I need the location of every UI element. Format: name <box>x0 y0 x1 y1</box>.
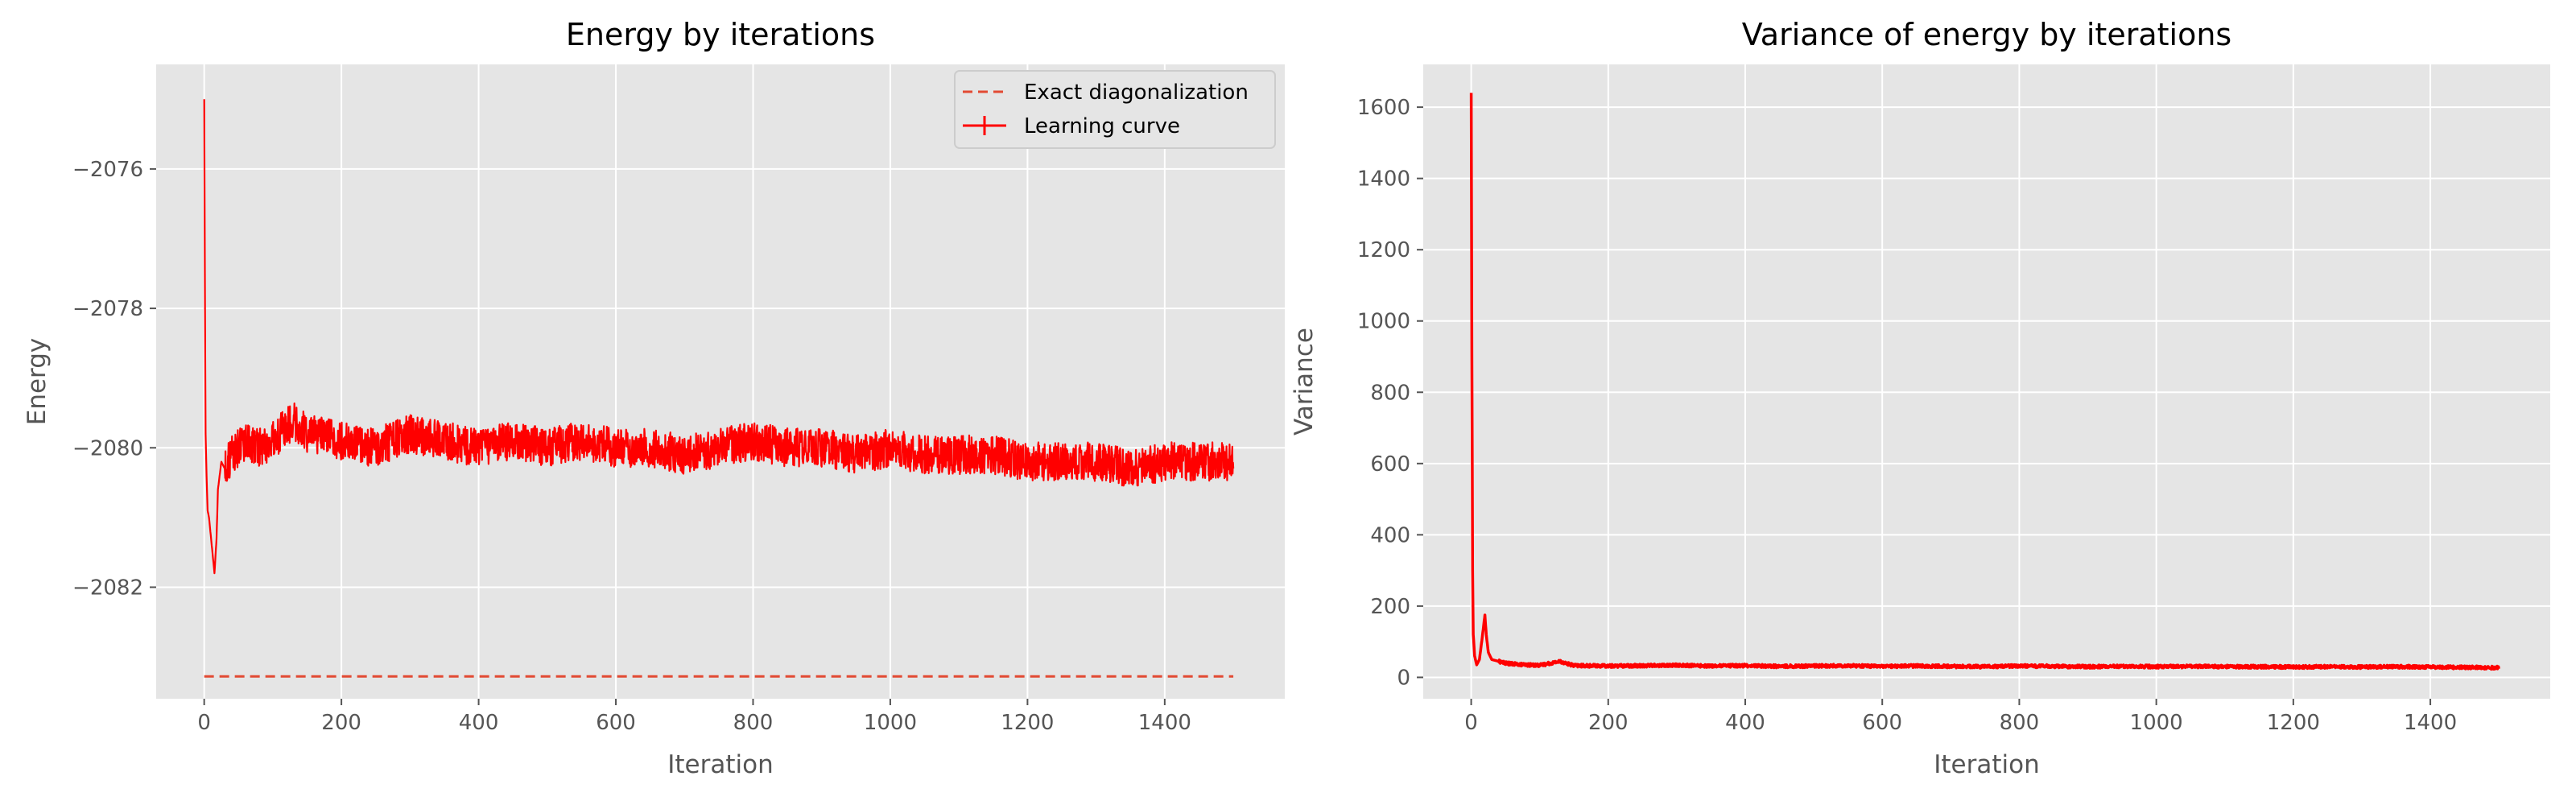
energy-xtick-label-1: 200 <box>321 711 361 735</box>
energy-xtick-label-7: 1400 <box>1138 711 1191 735</box>
energy-y-axis-label: Energy <box>23 338 52 426</box>
variance-ytick-label-6: 1200 <box>1357 238 1410 262</box>
variance-ytick-label-1: 200 <box>1370 595 1410 619</box>
variance-chart-title: Variance of energy by iterations <box>1742 17 2231 52</box>
energy-chart-title: Energy by iterations <box>566 17 875 52</box>
energy-xtick-label-2: 400 <box>459 711 499 735</box>
variance-chart: 0 200 400 600 800 1000 1200 1400 0 200 400 600 800 10… <box>1290 17 2550 779</box>
variance-plot-area <box>1423 64 2550 699</box>
variance-xtick-label-1: 200 <box>1588 711 1629 735</box>
energy-x-axis-label: Iteration <box>667 750 774 779</box>
variance-ytick-label-4: 800 <box>1370 381 1410 405</box>
variance-series-0-line <box>1469 93 2500 671</box>
energy-ytick-label-2: −2078 <box>72 297 143 321</box>
variance-ytick-label-2: 400 <box>1370 523 1410 547</box>
energy-xtick-label-4: 800 <box>733 711 774 735</box>
energy-xtick-label-0: 0 <box>197 711 211 735</box>
variance-ytick-label-8: 1600 <box>1357 96 1410 120</box>
variance-xtick-label-7: 1400 <box>2404 711 2457 735</box>
legend-box <box>954 70 1276 149</box>
variance-ytick-label-0: 0 <box>1397 666 1410 690</box>
energy-series-learning-curve-line <box>203 99 1235 575</box>
energy-plot-area <box>156 64 1285 699</box>
energy-xtick-label-6: 1200 <box>1001 711 1054 735</box>
energy-chart: 0 200 400 600 800 1000 1200 1400 −2082 −2080 −2078… <box>23 17 1285 779</box>
energy-xtick-label-5: 1000 <box>864 711 917 735</box>
variance-xtick-label-6: 1200 <box>2267 711 2320 735</box>
energy-ytick-label-3: −2076 <box>72 158 143 182</box>
variance-ytick-label-5: 1000 <box>1357 310 1410 334</box>
energy-xtick-label-3: 600 <box>596 711 636 735</box>
variance-xtick-label-3: 600 <box>1862 711 1902 735</box>
variance-x-axis-label: Iteration <box>1934 750 2040 779</box>
variance-xtick-label-5: 1000 <box>2130 711 2183 735</box>
energy-legend: Exact diagonalization Learning curve <box>954 70 1276 149</box>
legend-label-1: Learning curve <box>1024 114 1180 138</box>
variance-xtick-label-0: 0 <box>1464 711 1478 735</box>
legend-label-0: Exact diagonalization <box>1024 80 1249 105</box>
variance-xtick-label-2: 400 <box>1725 711 1765 735</box>
energy-ytick-label-1: −2080 <box>72 436 143 460</box>
variance-y-axis-label: Variance <box>1290 328 1319 436</box>
variance-ytick-label-7: 1400 <box>1357 167 1410 192</box>
variance-ytick-label-3: 600 <box>1370 452 1410 477</box>
energy-ytick-label-0: −2082 <box>72 576 143 600</box>
variance-xtick-label-4: 800 <box>2000 711 2040 735</box>
